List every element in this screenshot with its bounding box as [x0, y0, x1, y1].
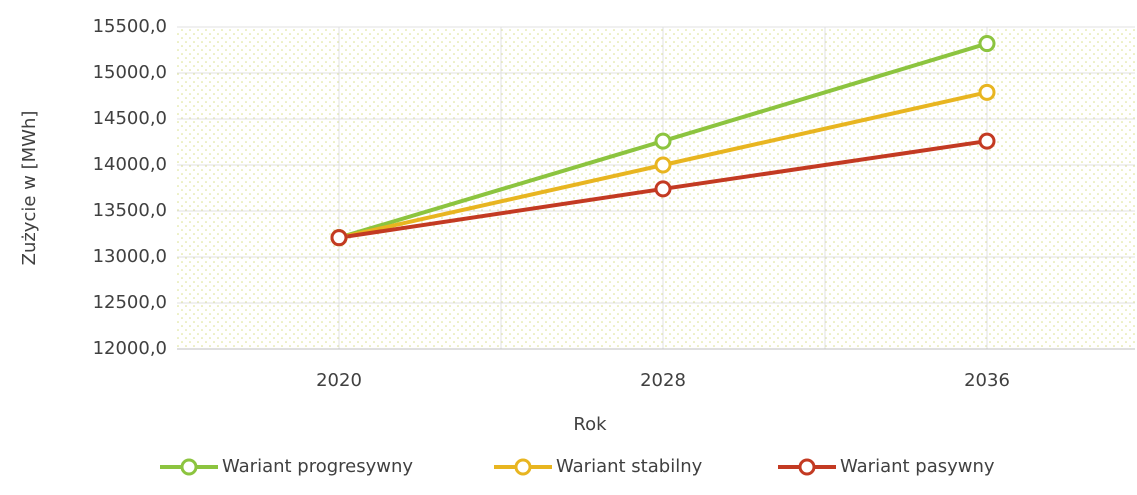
- legend-marker: [514, 458, 532, 476]
- y-axis-label: Zużycie w [MWh]: [19, 111, 40, 266]
- x-tick-label: 2036: [964, 370, 1010, 391]
- y-tick-label: 15000,0: [93, 62, 167, 83]
- point: [654, 132, 672, 150]
- y-tick-label: 14500,0: [93, 108, 167, 129]
- y-tick-label: 12500,0: [93, 292, 167, 313]
- legend-marker: [798, 458, 816, 476]
- point: [978, 83, 996, 101]
- y-tick-label: 15500,0: [93, 16, 167, 37]
- legend-marker: [180, 458, 198, 476]
- point: [978, 132, 996, 150]
- point: [330, 229, 348, 247]
- legend-label: Wariant stabilny: [556, 456, 703, 477]
- legend-label: Wariant pasywny: [840, 456, 995, 477]
- y-tick-label: 14000,0: [93, 154, 167, 175]
- x-tick-label: 2028: [640, 370, 686, 391]
- y-tick-label: 12000,0: [93, 338, 167, 359]
- point: [654, 156, 672, 174]
- x-axis-label: Rok: [573, 414, 607, 435]
- y-tick-label: 13000,0: [93, 246, 167, 267]
- legend-label: Wariant progresywny: [222, 456, 413, 477]
- y-tick-label: 13500,0: [93, 200, 167, 221]
- x-tick-label: 2020: [316, 370, 362, 391]
- point: [978, 35, 996, 53]
- point: [654, 180, 672, 198]
